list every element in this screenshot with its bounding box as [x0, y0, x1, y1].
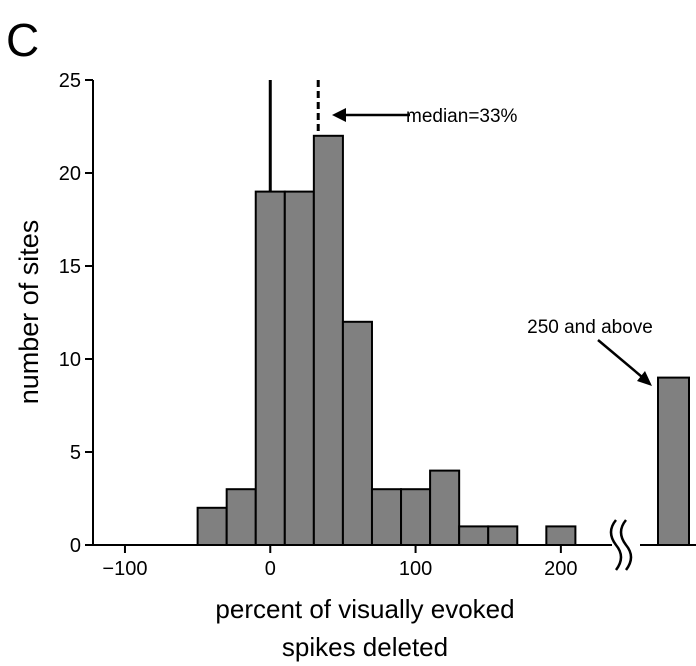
bar: [312, 134, 344, 547]
bar: [545, 525, 577, 547]
axis-break: [609, 519, 633, 571]
bar: [400, 488, 432, 547]
bar: [196, 506, 228, 546]
y-tick-label: 20: [59, 163, 81, 185]
bar: [254, 190, 286, 546]
y-axis-label: number of sites: [14, 220, 44, 405]
bar: [487, 525, 519, 547]
x-tick-label: 100: [399, 558, 432, 580]
x-axis-label: spikes deleted: [282, 632, 448, 662]
bar: [429, 469, 461, 547]
bar: [341, 320, 373, 546]
y-tick-label: 0: [70, 535, 81, 557]
arrow-head: [637, 371, 652, 386]
x-tick-label: 0: [265, 558, 276, 580]
bar: [370, 488, 403, 547]
annotation: 250 and above: [527, 317, 653, 338]
bar: [458, 525, 490, 547]
bar: [225, 488, 257, 547]
y-tick-label: 10: [59, 349, 81, 371]
x-tick-label: −100: [102, 558, 147, 580]
overflow-bar: [657, 376, 690, 546]
y-tick-label: 25: [59, 70, 81, 92]
annotation: median=33%: [406, 106, 518, 127]
arrow: [597, 339, 649, 383]
panel-label: C: [6, 14, 39, 66]
x-tick-label: 200: [544, 558, 577, 580]
y-tick-label: 15: [59, 256, 81, 278]
bar: [283, 190, 315, 546]
y-tick-label: 5: [70, 442, 81, 464]
arrow-head: [332, 108, 346, 122]
x-axis-label: percent of visually evoked: [215, 594, 514, 624]
